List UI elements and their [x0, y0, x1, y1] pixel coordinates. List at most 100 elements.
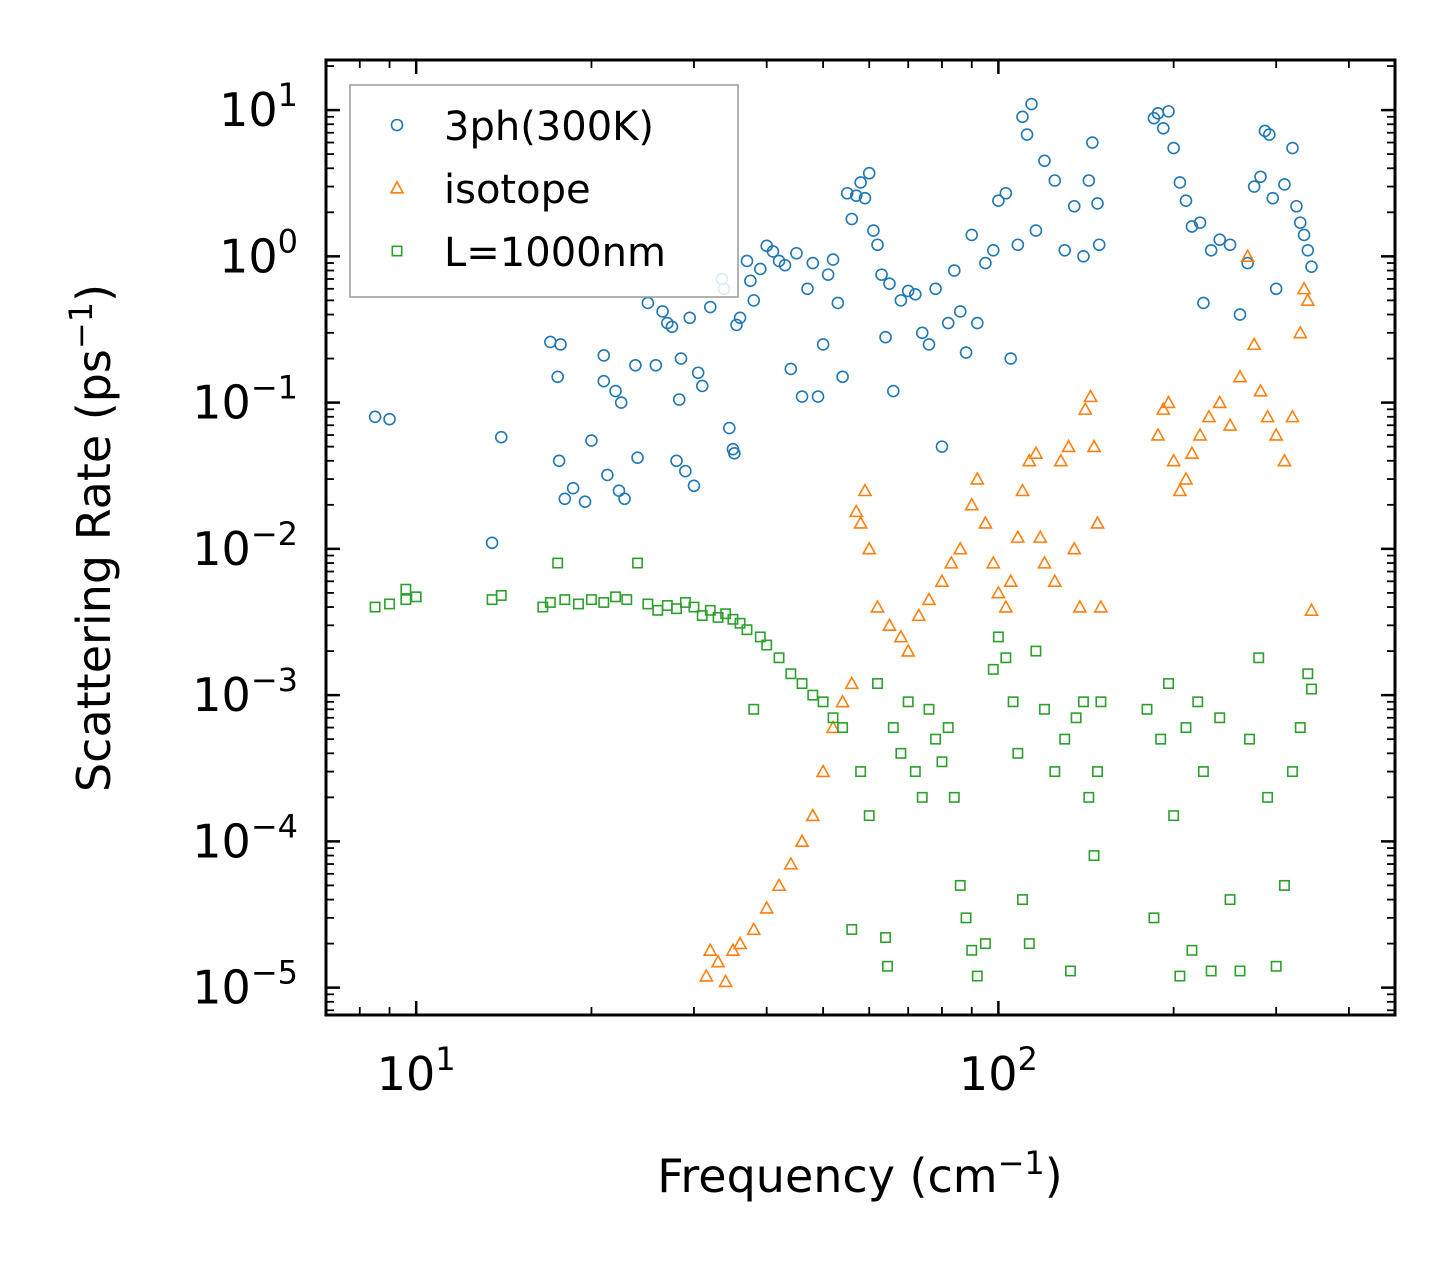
data-point [1302, 668, 1314, 680]
data-point [1017, 894, 1028, 906]
data-point [748, 703, 760, 715]
data-point [1286, 141, 1299, 155]
data-point [687, 479, 701, 493]
legend-label: isotope [444, 167, 591, 213]
data-point [1000, 652, 1012, 664]
data-point [970, 316, 984, 330]
data-point [916, 791, 928, 803]
data-point [1300, 292, 1316, 307]
data-point [1278, 879, 1290, 891]
data-point [1155, 401, 1171, 415]
data-point [964, 497, 980, 511]
data-point [870, 599, 885, 613]
data-point [999, 186, 1013, 200]
data-point [1061, 438, 1076, 453]
data-point [1083, 388, 1098, 403]
data-point [1049, 766, 1061, 778]
data-point [670, 454, 683, 468]
data-point [1048, 174, 1062, 187]
data-point [816, 338, 830, 351]
y-tick-label: 10−3 [192, 661, 298, 722]
legend-item-2: isotope [389, 167, 591, 213]
data-point [1021, 453, 1037, 467]
data-point [785, 668, 797, 680]
data-point [879, 330, 892, 344]
data-point [858, 191, 872, 205]
data-point [597, 374, 611, 388]
data-point [1083, 791, 1095, 803]
data-point [795, 390, 809, 403]
data-point [1204, 243, 1218, 257]
data-point [1077, 250, 1090, 263]
y-tick-label: 10−2 [192, 515, 298, 576]
data-point [718, 973, 734, 988]
data-point [811, 390, 825, 403]
data-point [1092, 238, 1106, 252]
data-point [410, 591, 422, 603]
data-point [609, 384, 622, 398]
data-point [494, 430, 508, 444]
data-point [1277, 453, 1292, 467]
data-point [1015, 482, 1030, 497]
data-point [871, 238, 884, 252]
data-point [882, 960, 893, 972]
data-point [901, 284, 915, 298]
data-point [1240, 248, 1256, 262]
data-point [1082, 174, 1096, 187]
data-point [902, 696, 914, 708]
data-point [849, 189, 863, 202]
data-point [1166, 453, 1182, 467]
plot-frame [324, 58, 1397, 1017]
data-point [1086, 438, 1102, 453]
data-point [761, 639, 773, 651]
data-point [1269, 282, 1283, 296]
data-point [754, 262, 767, 276]
data-point [1172, 482, 1188, 497]
data-point [1162, 105, 1175, 118]
legend-box [349, 84, 739, 298]
data-point [766, 245, 780, 258]
data-point [1161, 394, 1176, 409]
x-axis-label: Frequency (cm−1) [657, 1144, 1062, 1203]
data-point [1287, 766, 1298, 778]
data-point [1141, 703, 1153, 715]
data-point [495, 590, 507, 601]
data-point [948, 791, 960, 803]
x-tick-label: 102 [959, 1040, 1038, 1101]
data-point [1030, 645, 1042, 657]
data-point [952, 541, 968, 555]
data-point [746, 921, 762, 936]
legend-label: 3ph(300K) [444, 104, 654, 150]
data-point [1093, 599, 1109, 613]
data-point [674, 352, 688, 365]
series-1 [368, 97, 1318, 550]
data-point [979, 256, 992, 270]
data-point [1163, 678, 1175, 690]
y-tick-label: 10−5 [192, 954, 298, 1015]
data-point [632, 557, 644, 569]
data-point [747, 294, 761, 307]
data-point [837, 722, 849, 734]
data-point [1254, 170, 1267, 184]
data-point [1241, 256, 1254, 270]
data-point [1192, 427, 1208, 441]
data-point [1167, 141, 1180, 155]
data-point [1253, 652, 1265, 664]
data-point [1193, 216, 1207, 229]
legend-item-3: L=1000nm [391, 230, 666, 276]
data-point [1003, 573, 1019, 587]
data-point [1007, 696, 1019, 708]
data-point [1296, 281, 1312, 295]
data-point [1072, 599, 1088, 613]
data-point [610, 591, 622, 603]
series-3 [369, 557, 1317, 982]
data-point [1212, 394, 1228, 409]
data-point [1039, 703, 1050, 715]
data-point [1247, 180, 1261, 193]
data-point [1293, 216, 1307, 229]
data-point [1088, 850, 1100, 862]
data-point [723, 421, 736, 435]
data-point [754, 631, 766, 643]
data-point [695, 379, 709, 393]
